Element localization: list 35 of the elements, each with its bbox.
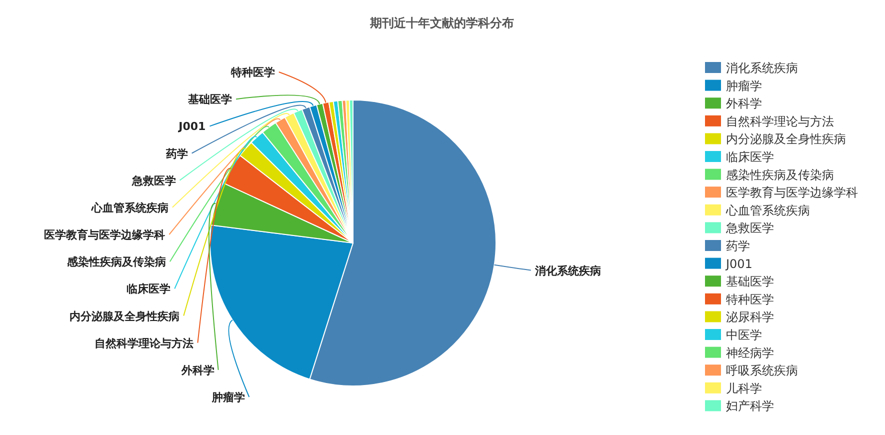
legend-label: 急救医学 xyxy=(725,221,774,236)
legend-label: 泌尿科学 xyxy=(726,310,774,324)
slice-label: 心血管系统疾病 xyxy=(90,201,168,214)
chart-title: 期刊近十年文献的学科分布 xyxy=(369,16,514,30)
legend-label: 肿瘤学 xyxy=(726,78,762,93)
legend-label: 消化系统疾病 xyxy=(726,61,798,75)
slice-label: 肿瘤学 xyxy=(211,391,246,404)
legend-label: 基础医学 xyxy=(726,274,774,289)
legend-label: 妇产科学 xyxy=(726,399,774,414)
legend-label: 中医学 xyxy=(726,328,762,342)
legend-label: J001 xyxy=(725,256,752,271)
slice-label: 自然科学理论与方法 xyxy=(94,336,194,350)
legend-label: 医学教育与医学边缘学科 xyxy=(726,186,858,200)
legend-label: 内分泌腺及全身性疾病 xyxy=(726,132,846,146)
legend-label: 感染性疾病及传染病 xyxy=(726,168,834,182)
slice-label: 内分泌腺及全身性疾病 xyxy=(70,310,180,323)
slice-label: 医学教育与医学边缘学科 xyxy=(44,228,166,242)
legend-label: 药学 xyxy=(726,239,750,253)
legend-label: 外科学 xyxy=(726,96,762,111)
legend-label: 心血管系统疾病 xyxy=(725,203,810,218)
legend-label: 自然科学理论与方法 xyxy=(726,114,834,128)
legend-label: 临床医学 xyxy=(726,150,774,164)
slice-label: 特种医学 xyxy=(230,66,275,79)
slice-label: 外科学 xyxy=(180,364,214,377)
slice-label: 消化系统疾病 xyxy=(534,264,601,278)
slice-label: 基础医学 xyxy=(187,93,232,106)
slice-label: J001 xyxy=(178,120,206,134)
slice-label: 急救医学 xyxy=(130,174,176,188)
legend-label: 儿科学 xyxy=(726,381,762,396)
legend-label: 神经病学 xyxy=(726,346,774,360)
slice-label: 药学 xyxy=(164,147,188,160)
legend-label: 特种医学 xyxy=(726,292,774,306)
slice-label: 临床医学 xyxy=(126,282,171,296)
legend-label: 呼吸系统疾病 xyxy=(726,364,798,378)
slice-label: 感染性疾病及传染病 xyxy=(66,256,166,269)
